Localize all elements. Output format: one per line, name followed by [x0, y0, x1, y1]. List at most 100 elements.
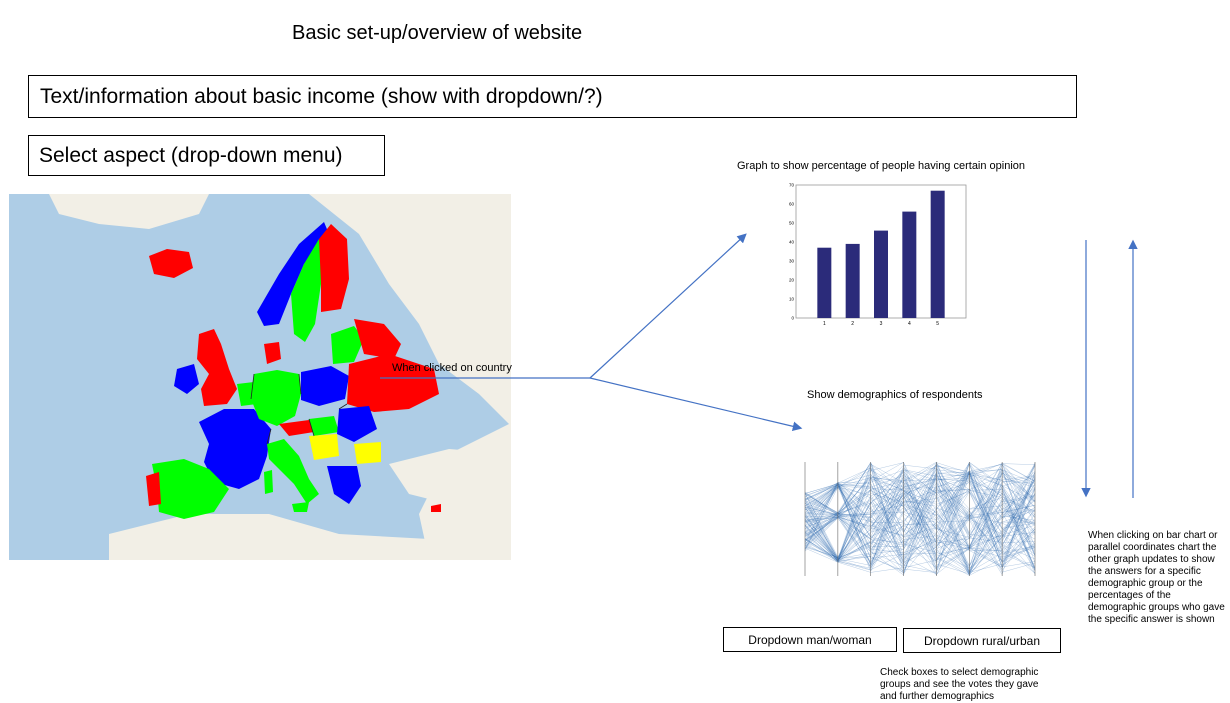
respondent-line: [804, 476, 1036, 572]
basic-income-info-dropdown[interactable]: Text/information about basic income (sho…: [28, 75, 1077, 118]
map-country-italy[interactable]: [267, 439, 319, 504]
respondent-line: [804, 474, 1036, 576]
x-tick-label: 3: [880, 321, 883, 326]
respondent-line: [804, 515, 1036, 576]
respondent-line: [804, 470, 1036, 574]
respondent-line: [804, 465, 1036, 560]
respondent-line: [804, 501, 1036, 566]
respondent-line: [804, 490, 1036, 568]
aspect-select-dropdown[interactable]: Select aspect (drop-down menu): [28, 135, 385, 176]
respondent-line: [804, 477, 1036, 549]
bar-3[interactable]: [874, 230, 888, 318]
respondent-line: [804, 486, 1036, 575]
map-country-greece[interactable]: [327, 466, 361, 504]
respondent-line: [804, 467, 1036, 563]
map-country-iceland[interactable]: [149, 249, 193, 278]
respondent-line: [804, 467, 1036, 576]
respondent-line: [804, 462, 1036, 575]
parallel-coordinates-chart[interactable]: [801, 456, 1039, 582]
map-country-finland[interactable]: [319, 224, 349, 312]
bar-2[interactable]: [845, 243, 860, 318]
map-country-sardinia[interactable]: [264, 470, 273, 494]
respondent-line: [804, 467, 1036, 559]
map-borders: [250, 373, 348, 445]
respondent-line: [804, 483, 1036, 569]
respondent-line: [804, 484, 1036, 566]
respondent-line: [804, 471, 1036, 561]
respondent-line: [804, 470, 1036, 569]
map-country-denmark[interactable]: [264, 342, 281, 364]
respondent-line: [804, 484, 1036, 573]
respondent-line: [804, 483, 1036, 566]
bar-4[interactable]: [902, 211, 917, 318]
map-land-north: [49, 194, 209, 229]
respondent-line: [804, 463, 1036, 562]
map-country-france[interactable]: [199, 409, 271, 489]
dropdown-gender[interactable]: Dropdown man/woman: [723, 627, 897, 652]
respondent-line: [804, 463, 1036, 570]
respondent-line: [804, 473, 1036, 563]
map-country-serbia[interactable]: [309, 434, 339, 460]
respondent-line: [804, 470, 1036, 540]
map-country-spain[interactable]: [152, 459, 229, 519]
respondent-line: [804, 463, 1036, 576]
bar-5[interactable]: [930, 190, 945, 318]
respondent-line: [804, 473, 1036, 562]
respondent-line: [804, 499, 1036, 573]
respondent-line: [804, 482, 1036, 559]
respondent-line: [804, 462, 1036, 569]
dropdown-area-label: Dropdown rural/urban: [923, 633, 1041, 648]
map-country-russia-west[interactable]: [354, 319, 401, 359]
map-country-bulgaria[interactable]: [354, 442, 381, 464]
respondent-line: [804, 475, 1035, 557]
checkbox-note: Check boxes to select demographic groups…: [880, 667, 1039, 702]
map-country-norway[interactable]: [257, 222, 329, 326]
respondent-line: [804, 495, 1036, 558]
respondent-line: [804, 478, 1036, 561]
map-country-uk[interactable]: [197, 329, 237, 406]
map-country-portugal[interactable]: [146, 472, 161, 506]
respondent-line: [804, 467, 1036, 564]
map-land-turkey: [389, 449, 511, 514]
respondent-line: [804, 471, 1036, 571]
respondent-line: [804, 464, 1036, 572]
map-country-cyprus[interactable]: [431, 504, 441, 512]
respondent-line: [804, 475, 1036, 575]
map-country-ireland[interactable]: [174, 364, 199, 394]
map-country-baltics[interactable]: [331, 326, 364, 364]
respondent-line: [804, 508, 1036, 573]
map-country-sicily[interactable]: [292, 502, 309, 512]
respondent-line: [804, 464, 1036, 559]
map-country-poland[interactable]: [301, 366, 349, 406]
map-country-austria[interactable]: [279, 420, 314, 436]
respondent-line: [804, 466, 1036, 550]
respondent-line: [804, 463, 1036, 562]
opinion-bar-chart[interactable]: 0 10 20 30 40 50 60 70 1 2 3 4 5: [782, 183, 968, 326]
respondent-line: [804, 468, 1036, 558]
respondent-line: [804, 472, 1036, 553]
respondent-line: [804, 476, 1036, 562]
respondent-line: [804, 464, 1036, 562]
respondent-line: [804, 487, 1036, 546]
europe-map[interactable]: [9, 194, 511, 560]
map-country-hungary[interactable]: [309, 416, 339, 436]
dropdown-area[interactable]: Dropdown rural/urban: [903, 628, 1061, 653]
respondent-line: [804, 470, 1036, 573]
respondent-line: [804, 462, 1036, 562]
respondent-line: [804, 490, 1036, 552]
respondent-line: [804, 462, 1036, 565]
map-country-germany[interactable]: [251, 370, 301, 426]
map-country-romania[interactable]: [337, 406, 377, 442]
respondent-line: [804, 462, 1036, 573]
bar-1[interactable]: [817, 247, 832, 318]
respondent-line: [804, 478, 1036, 572]
map-country-belarus-ukraine[interactable]: [347, 354, 439, 412]
respondent-line: [804, 477, 1036, 536]
respondent-line: [804, 515, 1036, 560]
respondent-line: [804, 477, 1036, 568]
respondent-line: [804, 478, 1036, 558]
respondent-line: [804, 472, 1036, 571]
map-country-sweden[interactable]: [291, 239, 327, 342]
y-tick-label: 40: [789, 240, 795, 245]
respondent-line: [804, 474, 1036, 574]
